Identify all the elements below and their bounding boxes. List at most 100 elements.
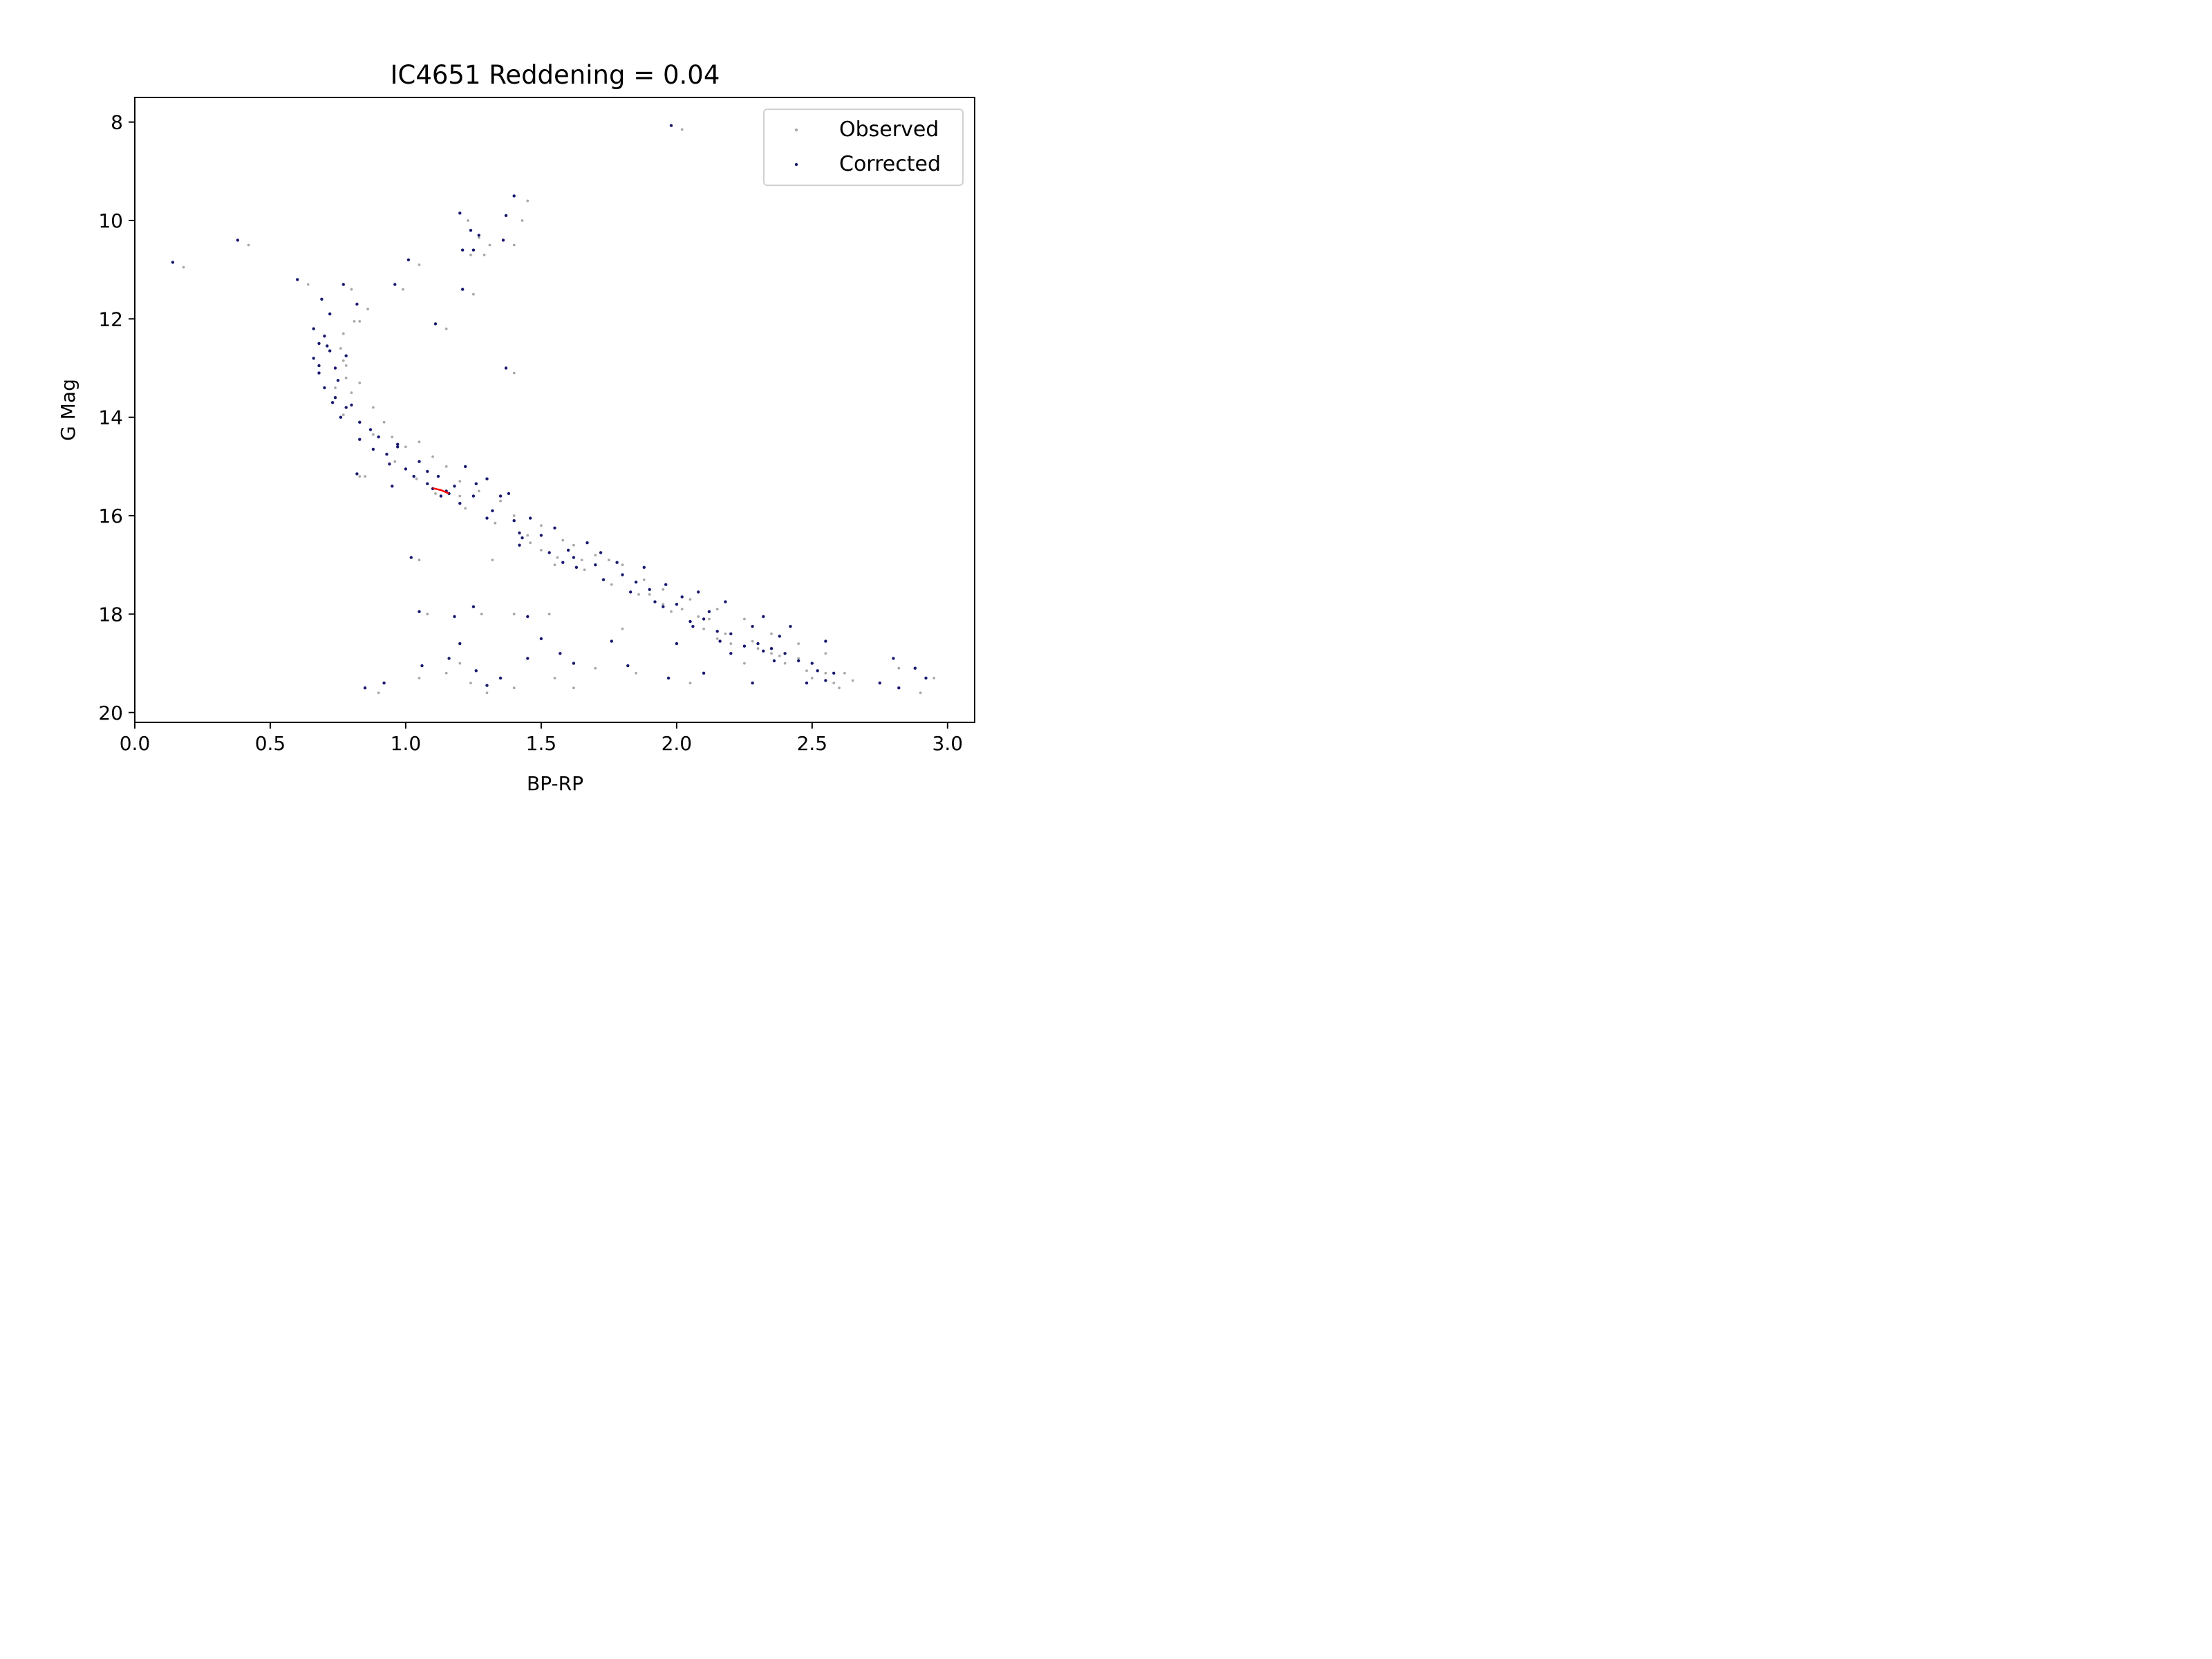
data-point-corrected (621, 573, 624, 577)
legend-marker-observed (794, 128, 798, 132)
data-point-corrected (236, 238, 240, 242)
data-point-observed (477, 489, 480, 493)
y-axis-label: G Mag (57, 379, 79, 441)
data-point-corrected (474, 482, 478, 485)
data-point-observed (797, 657, 800, 660)
data-point-corrected (626, 664, 630, 668)
data-point-observed (458, 662, 462, 665)
data-point-observed (561, 538, 565, 542)
data-point-corrected (629, 590, 632, 594)
data-point-observed (426, 612, 429, 616)
data-point-corrected (388, 462, 391, 466)
data-point-observed (697, 615, 700, 618)
data-point-observed (751, 639, 754, 643)
data-point-observed (488, 243, 491, 247)
data-point-corrected (355, 302, 359, 306)
chart-title: IC4651 Reddening = 0.04 (391, 60, 720, 90)
data-point-corrected (789, 625, 792, 628)
data-point-corrected (363, 686, 367, 690)
data-point-observed (350, 391, 353, 394)
data-point-corrected (420, 664, 424, 668)
data-point-corrected (323, 386, 326, 390)
data-point-observed (594, 666, 597, 670)
data-point-corrected (615, 561, 619, 564)
x-tick-label: 1.5 (526, 732, 557, 755)
data-point-corrected (769, 647, 774, 650)
data-point-observed (358, 320, 362, 323)
data-point-observed (512, 612, 516, 616)
data-point-corrected (333, 366, 337, 370)
data-point-corrected (406, 258, 411, 262)
data-point-corrected (762, 615, 765, 619)
data-point-corrected (426, 469, 429, 474)
data-point-corrected (751, 681, 754, 685)
data-point-corrected (453, 485, 456, 488)
data-point-corrected (498, 494, 503, 498)
data-point-corrected (328, 349, 332, 353)
data-point-observed (715, 637, 719, 640)
data-point-corrected (396, 442, 400, 446)
data-point-observed (670, 610, 673, 613)
data-point-observed (404, 445, 407, 449)
data-point-corrected (382, 681, 386, 685)
data-point-corrected (461, 248, 465, 252)
data-point-corrected (772, 659, 776, 663)
x-axis-label: BP-RP (527, 772, 583, 795)
x-tick-label: 2.0 (662, 732, 693, 755)
x-tick-label: 0.5 (255, 732, 286, 755)
data-point-observed (797, 642, 800, 645)
data-point-corrected (328, 312, 332, 316)
data-point-observed (553, 563, 556, 567)
data-point-corrected (634, 580, 638, 584)
data-point-corrected (350, 403, 353, 407)
data-point-observed (547, 612, 551, 616)
data-point-observed (743, 662, 746, 665)
data-point-corrected (778, 635, 782, 638)
data-point-corrected (702, 671, 706, 675)
data-point-observed (499, 499, 502, 503)
data-point-observed (491, 559, 494, 561)
data-point-observed (458, 494, 462, 498)
data-point-observed (680, 128, 684, 131)
data-point-corrected (498, 676, 503, 680)
data-point-corrected (377, 435, 380, 439)
data-point-corrected (326, 344, 329, 348)
data-point-observed (824, 671, 827, 675)
data-point-observed (364, 475, 366, 478)
data-point-observed (824, 652, 827, 655)
data-point-observed (621, 563, 624, 567)
data-point-observed (467, 219, 469, 222)
data-point-corrected (512, 519, 516, 523)
data-point-observed (572, 543, 575, 547)
data-point-corrected (433, 322, 438, 326)
data-point-observed (583, 568, 586, 572)
data-point-corrected (824, 679, 827, 682)
data-point-observed (708, 617, 711, 621)
data-point-observed (341, 359, 345, 362)
data-point-corrected (675, 603, 679, 606)
data-point-corrected (518, 543, 521, 547)
legend-marker-corrected (794, 162, 798, 167)
data-point-corrected (471, 248, 476, 252)
data-point-corrected (512, 194, 516, 198)
data-point-corrected (344, 406, 348, 409)
data-point-corrected (317, 364, 321, 368)
data-point-corrected (412, 474, 415, 478)
data-point-corrected (485, 477, 489, 480)
data-point-corrected (707, 610, 711, 613)
data-point-corrected (458, 641, 462, 646)
y-tick-label: 16 (98, 505, 123, 527)
data-point-corrected (697, 590, 700, 594)
data-point-corrected (526, 657, 529, 660)
data-point-corrected (715, 630, 719, 633)
data-point-observed (688, 598, 692, 601)
data-point-corrected (501, 238, 505, 242)
data-point-corrected (330, 401, 335, 404)
data-point-corrected (913, 666, 917, 670)
data-point-corrected (878, 681, 882, 685)
data-point-corrected (805, 681, 809, 685)
data-point-observed (444, 465, 448, 468)
data-point-observed (485, 691, 489, 695)
data-point-corrected (396, 445, 400, 449)
data-point-corrected (464, 465, 467, 469)
